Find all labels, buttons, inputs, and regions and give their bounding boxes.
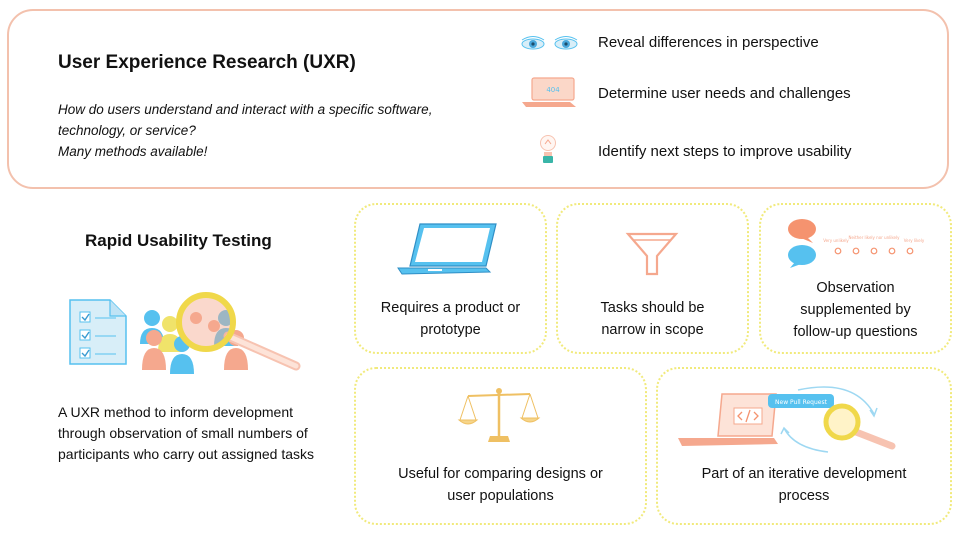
uxr-question-line2: technology, or service? <box>58 123 196 138</box>
scales-icon <box>457 388 541 442</box>
checklist-icon <box>69 299 127 365</box>
pull-request-label: New Pull Request <box>775 399 828 406</box>
magnifying-glass-icon <box>176 292 301 371</box>
rapid-desc-line1: A UXR method to inform development <box>58 404 294 420</box>
laptop-404-icon: 404 <box>522 77 576 107</box>
card-line2: narrow in scope <box>601 322 704 338</box>
card-narrow-scope: Tasks should be narrow in scope <box>556 203 749 354</box>
uxr-panel <box>7 9 949 189</box>
card-text: Tasks should be narrow in scope <box>558 297 747 341</box>
rapid-desc-line2: through observation of small numbers of <box>58 425 308 441</box>
rapid-testing-description: A UXR method to inform development throu… <box>58 402 348 465</box>
card-line2: prototype <box>420 322 481 338</box>
likert-label-high: Very likely <box>904 238 925 243</box>
usability-testing-illustration <box>69 292 301 374</box>
uxr-question-line1: How do users understand and interact wit… <box>58 102 433 117</box>
card-line1: Useful for comparing designs or <box>398 466 603 482</box>
funnel-icon <box>625 232 679 276</box>
lightbulb-icon <box>540 135 556 163</box>
likert-label-low: Very unlikely <box>823 238 849 243</box>
card-requires-prototype: Requires a product or prototype <box>354 203 547 354</box>
card-line1: Part of an iterative development <box>701 466 907 482</box>
benefit-user-needs: Determine user needs and challenges <box>598 85 851 102</box>
rapid-testing-title: Rapid Usability Testing <box>85 231 272 250</box>
uxr-description: How do users understand and interact wit… <box>58 99 488 162</box>
chat-bubbles-icon <box>788 219 816 268</box>
card-line1: Tasks should be <box>600 300 705 316</box>
card-observation: Observation supplemented by follow-up qu… <box>759 203 952 354</box>
likert-label-mid: Neither likely nor unlikely <box>849 235 901 240</box>
likert-scale-icon: Very unlikely Neither likely nor unlikel… <box>823 235 925 255</box>
error-code-text: 404 <box>546 86 560 94</box>
rapid-desc-line3: participants who carry out assigned task… <box>58 446 315 462</box>
uxr-title: User Experience Research (UXR) <box>58 52 356 73</box>
card-line3: follow-up questions <box>793 324 918 340</box>
card-text: Observation supplemented by follow-up qu… <box>761 277 950 343</box>
card-text: Requires a product or prototype <box>356 297 545 341</box>
card-line2: supplemented by <box>800 302 911 318</box>
benefit-perspective: Reveal differences in perspective <box>598 34 819 51</box>
card-line1: Observation <box>816 280 895 296</box>
card-text: Useful for comparing designs or user pop… <box>356 463 645 507</box>
card-text: Part of an iterative development process <box>658 463 950 507</box>
iterative-cycle-icon: New Pull Request <box>678 386 896 453</box>
laptop-icon <box>397 223 497 275</box>
uxr-methods-note: Many methods available! <box>58 144 208 159</box>
eyes-icon <box>521 36 578 50</box>
card-line2: user populations <box>447 488 554 504</box>
card-line1: Requires a product or <box>380 300 521 316</box>
card-comparing-designs: Useful for comparing designs or user pop… <box>354 367 647 525</box>
card-iterative-process: Part of an iterative development process <box>656 367 952 525</box>
card-line2: process <box>778 488 830 504</box>
benefit-next-steps: Identify next steps to improve usability <box>598 143 852 160</box>
